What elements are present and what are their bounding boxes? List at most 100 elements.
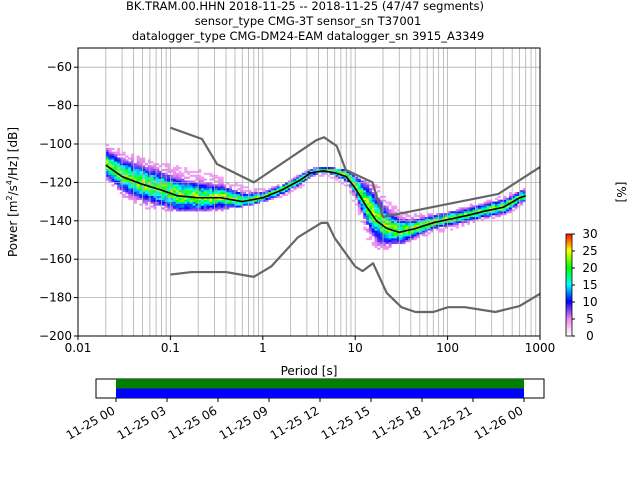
density-cell: [136, 163, 140, 166]
density-cell: [312, 167, 317, 170]
density-cell: [136, 176, 140, 179]
density-cell: [105, 163, 109, 166]
density-cell: [469, 205, 473, 208]
colorbar-segment: [566, 264, 572, 267]
density-cell: [366, 220, 370, 223]
density-cell: [366, 222, 370, 225]
density-cell: [172, 188, 177, 191]
density-cell: [478, 216, 482, 220]
density-cell: [461, 224, 465, 227]
density-cell: [382, 240, 387, 243]
density-cell: [436, 218, 440, 221]
density-cell: [380, 236, 384, 239]
density-cell: [231, 205, 235, 208]
density-cell: [497, 203, 501, 206]
density-cell: [424, 228, 429, 231]
density-cell: [161, 192, 165, 195]
timeline-tick-label: 11-26 00: [472, 403, 526, 442]
density-cell: [424, 220, 429, 223]
density-cell: [119, 188, 123, 191]
density-cell: [363, 226, 367, 229]
density-cell: [150, 167, 154, 170]
density-cell: [125, 182, 129, 185]
density-cell: [117, 188, 121, 191]
density-cell: [175, 167, 179, 170]
density-cell: [242, 197, 247, 200]
density-cell: [172, 190, 177, 193]
density-cell: [262, 197, 266, 200]
density-cell: [366, 197, 370, 200]
density-cell: [380, 199, 384, 202]
colorbar-segment: [566, 324, 572, 327]
density-cell: [371, 205, 375, 208]
density-cell: [161, 180, 165, 183]
density-cell: [195, 186, 199, 189]
density-cell: [212, 192, 216, 195]
density-cell: [413, 218, 417, 221]
density-cell: [377, 232, 381, 235]
density-cell: [142, 157, 146, 160]
density-cell: [114, 153, 118, 156]
density-cell: [223, 201, 227, 204]
density-cell: [444, 213, 448, 216]
density-cell: [363, 193, 367, 197]
density-cell: [332, 167, 336, 170]
density-cell: [203, 195, 207, 198]
density-cell: [111, 147, 115, 150]
density-cell: [363, 182, 367, 185]
density-cell: [374, 215, 378, 218]
density-cell: [147, 178, 151, 181]
density-cell: [251, 203, 255, 206]
density-cell: [125, 172, 129, 175]
density-cell: [214, 190, 219, 193]
density-cell: [237, 195, 241, 198]
density-cell: [427, 220, 431, 223]
density-cell: [156, 193, 160, 197]
density-cell: [142, 170, 146, 173]
density-cell: [380, 228, 384, 231]
density-cell: [242, 192, 247, 195]
density-cell: [212, 186, 216, 189]
density-cell: [346, 172, 350, 175]
density-cell: [200, 201, 205, 204]
density-cell: [405, 224, 409, 227]
density-cell: [156, 186, 160, 189]
density-cell: [360, 193, 364, 197]
density-cell: [206, 195, 210, 198]
density-cell: [170, 207, 174, 210]
density-cell: [209, 201, 213, 204]
density-cell: [195, 201, 199, 204]
density-cell: [360, 186, 364, 189]
density-cell: [237, 201, 241, 204]
density-cell: [170, 170, 174, 173]
density-cell: [159, 170, 163, 173]
density-cell: [228, 205, 233, 208]
density-cell: [438, 216, 443, 220]
density-cell: [304, 178, 308, 181]
density-cell: [111, 176, 115, 179]
density-cell: [214, 193, 219, 197]
density-cell: [374, 211, 378, 214]
density-cell: [220, 180, 224, 183]
density-cell: [161, 163, 165, 166]
density-cell: [111, 157, 115, 160]
density-cell: [436, 228, 440, 231]
density-cell: [438, 230, 443, 233]
density-cell: [153, 176, 157, 179]
density-cell: [128, 174, 132, 177]
density-cell: [133, 188, 137, 191]
density-cell: [469, 218, 473, 221]
density-cell: [444, 224, 448, 227]
density-cell: [114, 176, 118, 179]
density-cell: [388, 216, 392, 220]
density-cell: [186, 180, 191, 183]
density-cell: [447, 224, 451, 227]
density-cell: [150, 170, 154, 173]
density-cell: [167, 209, 171, 212]
density-cell: [161, 203, 165, 206]
density-cell: [262, 190, 266, 193]
density-cell: [382, 216, 387, 220]
density-cell: [436, 224, 440, 227]
density-cell: [396, 234, 401, 237]
density-cell: [167, 163, 171, 166]
